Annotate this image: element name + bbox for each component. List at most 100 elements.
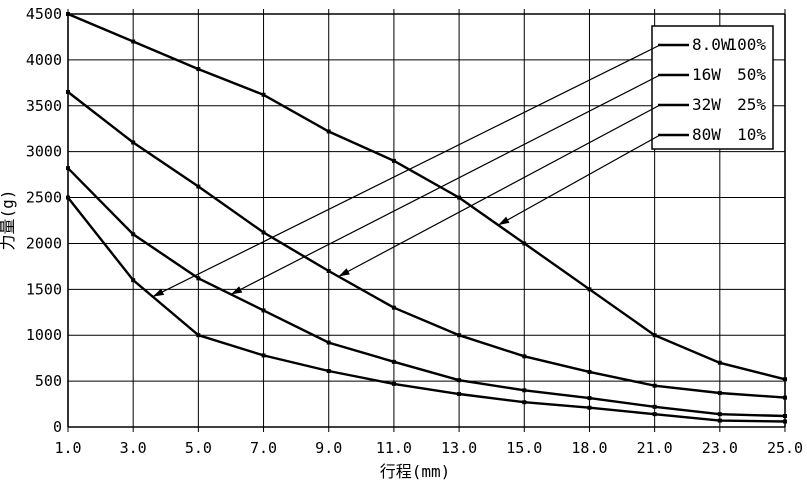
callout-8-0w-arrowhead-icon xyxy=(152,288,165,297)
data-point-marker xyxy=(652,383,657,388)
data-point-marker xyxy=(457,195,462,200)
x-tick-label: 9.0 xyxy=(315,439,342,457)
data-point-marker xyxy=(652,404,657,409)
callout-8-0w-leader-line xyxy=(152,44,661,298)
curve-80w xyxy=(66,12,787,382)
data-point-marker xyxy=(522,400,527,405)
data-point-marker xyxy=(783,419,787,424)
data-point-marker xyxy=(587,405,592,410)
curves-layer xyxy=(66,12,787,424)
x-tick-label: 23.0 xyxy=(702,439,738,457)
y-tick-label: 4000 xyxy=(26,51,62,69)
data-point-marker xyxy=(717,412,722,417)
x-tick-label: 18.0 xyxy=(571,439,607,457)
data-point-marker xyxy=(131,232,136,237)
data-point-marker xyxy=(587,287,592,292)
data-point-marker xyxy=(131,140,136,145)
data-point-marker xyxy=(457,333,462,338)
curve-16w xyxy=(66,166,787,418)
data-point-marker xyxy=(391,158,396,163)
data-point-marker xyxy=(261,353,266,358)
y-tick-label: 500 xyxy=(35,372,62,390)
data-point-marker xyxy=(196,184,201,189)
data-point-marker xyxy=(717,418,722,423)
curve-8-0w xyxy=(66,195,787,424)
data-point-marker xyxy=(587,369,592,374)
data-point-marker xyxy=(326,340,331,345)
data-point-marker xyxy=(457,391,462,396)
data-point-marker xyxy=(66,90,70,95)
data-point-marker xyxy=(326,129,331,134)
data-point-marker xyxy=(522,241,527,246)
data-point-marker xyxy=(261,230,266,235)
y-tick-label: 2500 xyxy=(26,189,62,207)
data-point-marker xyxy=(717,360,722,365)
data-point-marker xyxy=(457,378,462,383)
data-point-marker xyxy=(196,333,201,338)
legend-entry-32w: 32W 25% xyxy=(658,95,766,114)
legend-entry-16w-power-label: 16W xyxy=(692,65,721,84)
legend-entry-32w-duty-label: 25% xyxy=(737,95,766,114)
callout-32w-leader-line xyxy=(338,104,661,278)
legend-entry-80w-power-label: 80W xyxy=(692,125,721,144)
data-point-marker xyxy=(783,395,787,400)
legend-box xyxy=(651,25,774,150)
legend-entry-80w: 80W 10% xyxy=(658,125,766,144)
data-point-marker xyxy=(522,354,527,359)
axis-title-layer: 行程(mm) 力量(g) xyxy=(0,190,450,481)
data-point-marker xyxy=(66,166,70,171)
legend-entry-32w-power-label: 32W xyxy=(692,95,721,114)
callout-32w-arrowhead-icon xyxy=(338,268,350,277)
callout-80w-leader-line xyxy=(497,134,661,226)
data-point-marker xyxy=(587,396,592,401)
data-point-marker xyxy=(261,308,266,313)
y-tick-label: 4500 xyxy=(26,5,62,23)
data-point-marker xyxy=(131,278,136,283)
x-tick-label: 11.0 xyxy=(376,439,412,457)
curve-80w-line xyxy=(67,12,786,381)
data-point-marker xyxy=(652,333,657,338)
data-point-marker xyxy=(131,39,136,44)
y-tick-label: 1000 xyxy=(26,326,62,344)
data-point-marker xyxy=(391,359,396,364)
data-point-marker xyxy=(652,412,657,417)
x-tick-label: 3.0 xyxy=(120,439,147,457)
x-tick-label: 1.0 xyxy=(54,439,81,457)
legend-entry-8-0w-power-label: 8.0W xyxy=(692,35,731,54)
x-tick-label: 13.0 xyxy=(441,439,477,457)
curve-8-0w-line xyxy=(67,196,786,423)
x-tick-label: 15.0 xyxy=(506,439,542,457)
y-tick-label: 3500 xyxy=(26,97,62,115)
data-point-marker xyxy=(261,92,266,97)
x-axis-title: 行程(mm) xyxy=(380,462,451,481)
data-point-marker xyxy=(783,413,787,418)
x-tick-label: 25.0 xyxy=(767,439,803,457)
legend-entry-16w: 16W 50% xyxy=(658,65,766,84)
data-point-marker xyxy=(326,369,331,374)
data-point-marker xyxy=(196,276,201,281)
curve-32w xyxy=(66,90,787,400)
y-tick-label: 1500 xyxy=(26,280,62,298)
x-tick-label: 5.0 xyxy=(185,439,212,457)
data-point-marker xyxy=(66,195,70,200)
curve-32w-line xyxy=(67,91,786,399)
data-point-marker xyxy=(391,381,396,386)
legend-box-layer xyxy=(651,25,774,150)
legend-entry-80w-duty-label: 10% xyxy=(737,125,766,144)
y-tick-label: 0 xyxy=(53,418,62,436)
data-point-marker xyxy=(326,268,331,273)
callout-16w-arrowhead-icon xyxy=(230,286,243,295)
curve-16w-line xyxy=(67,167,786,418)
y-tick-label: 3000 xyxy=(26,143,62,161)
legend-entry-8-0w-duty-label: 100% xyxy=(727,35,766,54)
legend-entry-16w-duty-label: 50% xyxy=(737,65,766,84)
data-point-marker xyxy=(783,377,787,382)
data-point-marker xyxy=(196,67,201,72)
y-axis-title: 力量(g) xyxy=(0,190,17,251)
callout-16w-leader-line xyxy=(230,74,661,295)
callouts-layer xyxy=(152,44,661,298)
